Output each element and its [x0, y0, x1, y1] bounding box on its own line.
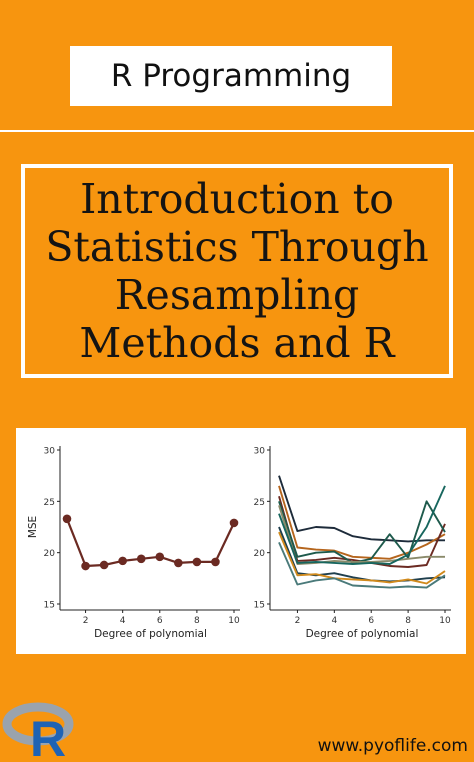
- x-tick-label: 10: [439, 616, 451, 626]
- y-tick-label: 30: [44, 447, 56, 457]
- divider: [0, 130, 474, 132]
- y-tick-label: 30: [254, 447, 266, 457]
- data-point: [229, 518, 239, 528]
- subject-label: R Programming: [70, 46, 392, 106]
- x-tick-label: 6: [157, 616, 163, 626]
- data-point: [99, 560, 109, 570]
- series-line-5: [278, 505, 445, 565]
- x-axis-title: Degree of polynomial: [94, 628, 207, 640]
- title-line-1: Introduction to: [80, 175, 394, 223]
- chart-1: 15 20 25 30 2 4 6 8 10 Degree of polynomial MSE: [27, 446, 240, 640]
- x-tick-label: 8: [194, 616, 200, 626]
- x-tick-label: 8: [405, 616, 411, 626]
- book-title: Introduction to Statistics Through Resam…: [21, 164, 453, 378]
- x-tick-label: 10: [228, 616, 240, 626]
- data-point: [192, 557, 202, 567]
- y-tick-label: 25: [254, 498, 265, 508]
- series-line-6: [278, 485, 446, 565]
- data-point: [118, 556, 127, 566]
- series-line-8: [278, 531, 446, 585]
- x-tick-label: 6: [368, 616, 374, 626]
- series-line-9: [278, 542, 446, 589]
- y-tick-label: 15: [254, 601, 265, 611]
- x-tick-label: 4: [331, 616, 337, 626]
- website-url: www.pyoflife.com: [317, 736, 468, 756]
- title-line-4: Methods and R: [79, 319, 395, 367]
- x-axis-title: Degree of polynomial: [306, 628, 419, 640]
- data-point: [62, 514, 72, 524]
- y-tick-label: 20: [254, 549, 266, 559]
- x-tick-label: 2: [83, 616, 89, 626]
- data-point: [211, 557, 220, 567]
- y-tick-label: 25: [44, 498, 55, 508]
- y-tick-label: 15: [44, 601, 55, 611]
- data-point: [174, 558, 183, 568]
- title-line-2: Statistics Through: [45, 223, 429, 271]
- subject-label-text: R Programming: [110, 58, 352, 94]
- r-logo-ring: [2, 702, 74, 746]
- y-axis-title: MSE: [27, 516, 39, 538]
- series-line-1: [278, 475, 445, 543]
- series-line-2: [278, 485, 446, 560]
- x-tick-label: 2: [295, 616, 301, 626]
- data-point: [81, 561, 90, 571]
- charts-svg: 15 20 25 30 2 4 6 8 10 Degree of polynomial MSE 15 2…: [27, 446, 451, 640]
- title-line-3: Resampling: [114, 271, 360, 319]
- data-point: [155, 552, 165, 562]
- series-line-4: [278, 500, 446, 564]
- series-line-1: [65, 518, 235, 568]
- x-tick-label: 4: [120, 616, 126, 626]
- data-point: [136, 554, 146, 564]
- r-logo-letter: R: [30, 711, 66, 758]
- y-tick-label: 20: [44, 549, 56, 559]
- r-logo: R: [2, 700, 76, 762]
- plots-panel: 15 20 25 30 2 4 6 8 10 Degree of polynomial MSE 15 2…: [16, 428, 466, 654]
- chart-2: 15 20 25 30 2 4 6 8 10 Degree of polynomial: [254, 446, 451, 640]
